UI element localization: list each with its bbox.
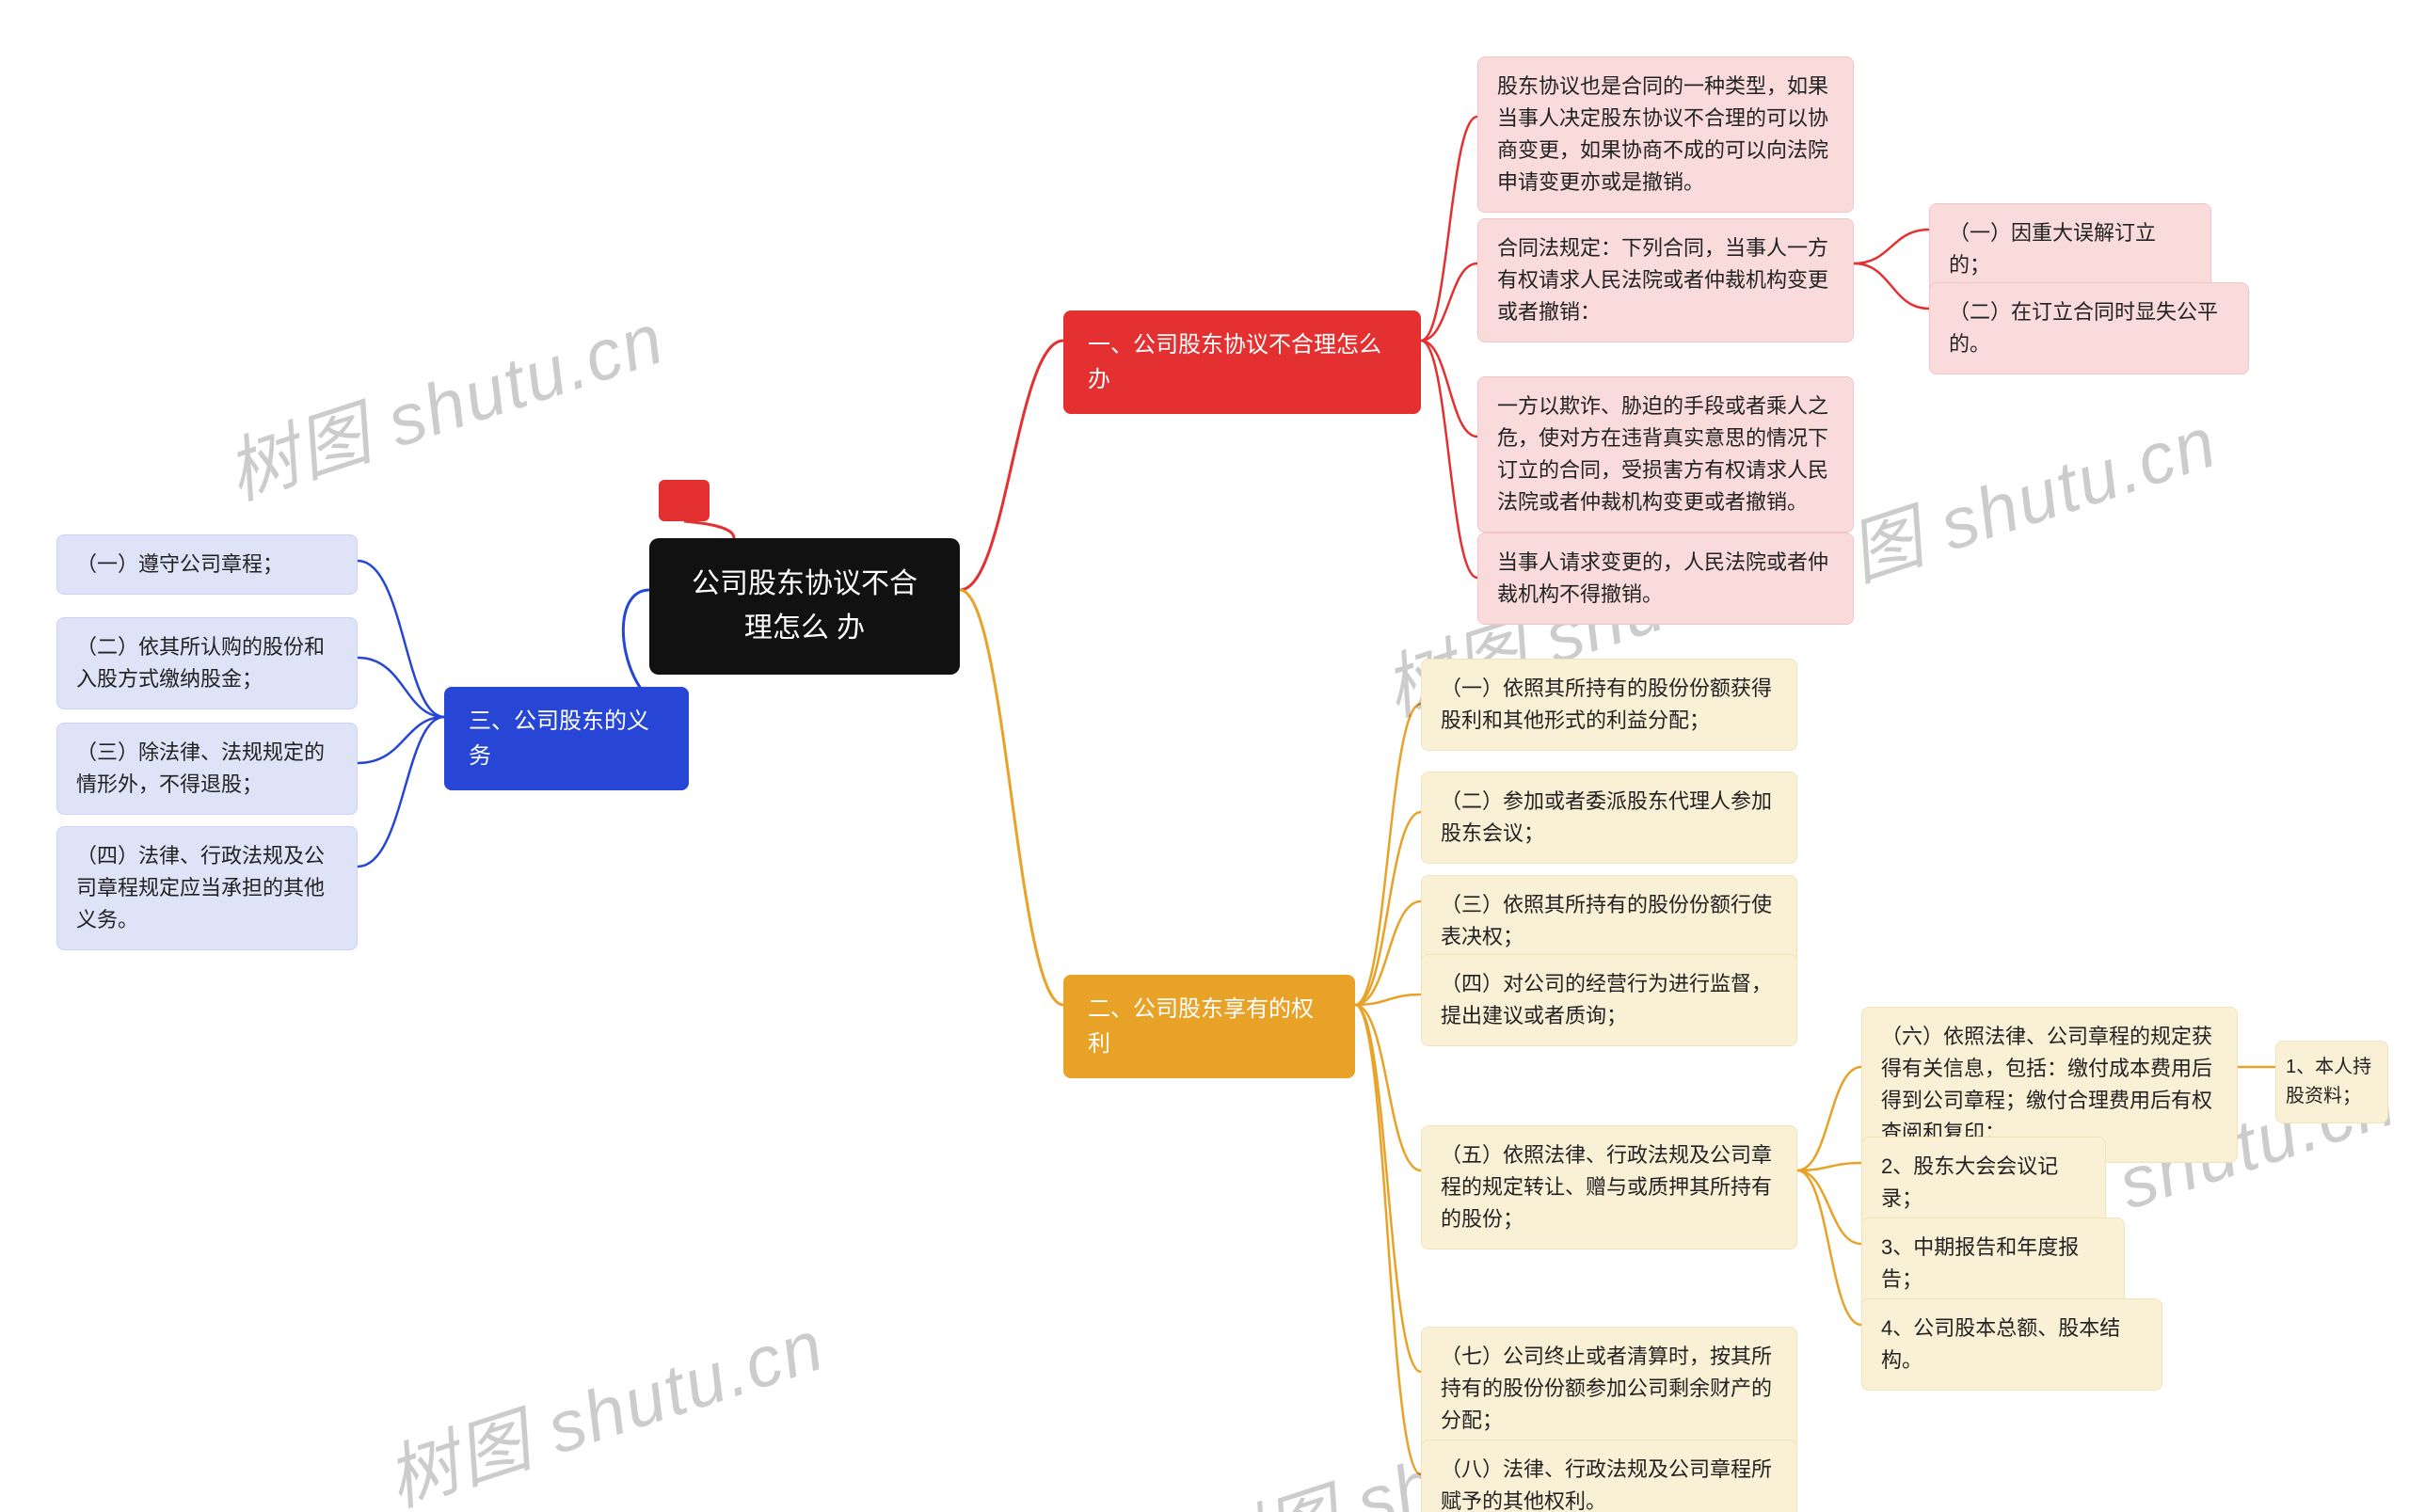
- leaf-g5d[interactable]: 4、公司股本总额、股本结构。: [1861, 1298, 2162, 1391]
- mindmap-canvas: 树图 shutu.cn 树图 shutu.cn 树图 shutu.cn 树图 s…: [0, 0, 2409, 1512]
- leaf-g5c[interactable]: 3、中期报告和年度报告；: [1861, 1218, 2125, 1310]
- leaf-g8[interactable]: （八）法律、行政法规及公司章程所赋予的其他权利。: [1421, 1440, 1797, 1512]
- leaf-r2b[interactable]: （二）在订立合同时显失公平的。: [1929, 282, 2249, 374]
- leaf-b2[interactable]: （二）依其所认购的股份和入股方式缴纳股金；: [56, 617, 358, 709]
- leaf-b1[interactable]: （一）遵守公司章程；: [56, 534, 358, 595]
- watermark: 树图 shutu.cn: [212, 280, 676, 519]
- watermark: 树图 shutu.cn: [372, 1287, 836, 1512]
- root-badge: [659, 480, 710, 521]
- leaf-g5a1[interactable]: 1、本人持股资料；: [2275, 1041, 2388, 1123]
- leaf-r2[interactable]: 合同法规定：下列合同，当事人一方有权请求人民法院或者仲裁机构变更或者撤销：: [1477, 218, 1854, 342]
- leaf-r3[interactable]: 一方以欺诈、胁迫的手段或者乘人之危，使对方在违背真实意思的情况下订立的合同，受损…: [1477, 376, 1854, 533]
- leaf-g2[interactable]: （二）参加或者委派股东代理人参加股东会议；: [1421, 772, 1797, 864]
- leaf-g7[interactable]: （七）公司终止或者清算时，按其所持有的股份份额参加公司剩余财产的分配；: [1421, 1327, 1797, 1451]
- leaf-r1[interactable]: 股东协议也是合同的一种类型，如果当事人决定股东协议不合理的可以协商变更，如果协商…: [1477, 56, 1854, 213]
- root-node[interactable]: 公司股东协议不合理怎么 办: [649, 538, 960, 675]
- leaf-b3[interactable]: （三）除法律、法规规定的情形外，不得退股；: [56, 723, 358, 815]
- leaf-g4[interactable]: （四）对公司的经营行为进行监督，提出建议或者质询；: [1421, 954, 1797, 1046]
- leaf-b4[interactable]: （四）法律、行政法规及公司章程规定应当承担的其他义务。: [56, 826, 358, 950]
- branch-2[interactable]: 二、公司股东享有的权利: [1063, 975, 1355, 1078]
- branch-1[interactable]: 一、公司股东协议不合理怎么办: [1063, 310, 1421, 414]
- branch-3[interactable]: 三、公司股东的义务: [444, 687, 689, 790]
- leaf-r4[interactable]: 当事人请求变更的，人民法院或者仲裁机构不得撤销。: [1477, 533, 1854, 625]
- leaf-g1[interactable]: （一）依照其所持有的股份份额获得股利和其他形式的利益分配；: [1421, 659, 1797, 751]
- leaf-g5[interactable]: （五）依照法律、行政法规及公司章程的规定转让、赠与或质押其所持有的股份；: [1421, 1125, 1797, 1249]
- leaf-g5b[interactable]: 2、股东大会会议记录；: [1861, 1137, 2106, 1229]
